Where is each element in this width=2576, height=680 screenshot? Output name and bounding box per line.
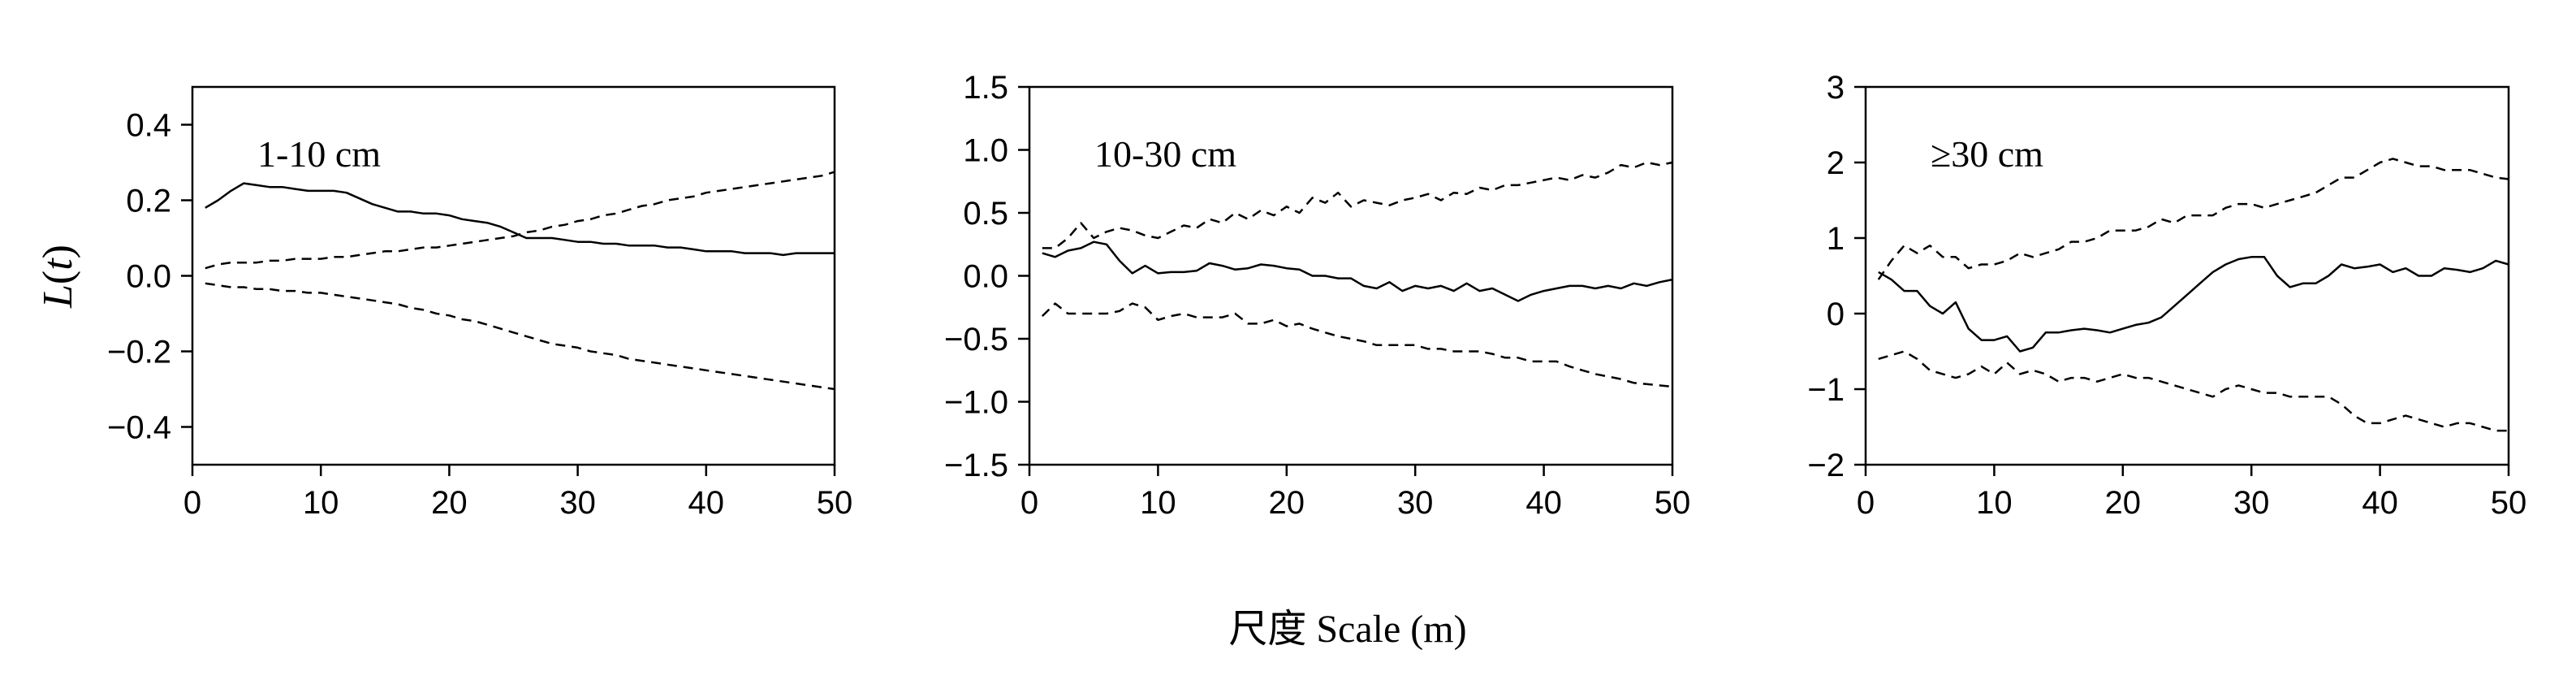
y-tick-label: −1.5 — [944, 448, 1008, 483]
y-tick-label: −0.2 — [107, 335, 171, 370]
y-tick-label: −1 — [1807, 372, 1845, 408]
x-tick-label: 0 — [1020, 485, 1038, 521]
x-tick-label: 10 — [303, 485, 339, 521]
x-axis-title: 尺度 Scale (m) — [1228, 608, 1466, 651]
x-tick-label: 50 — [817, 485, 853, 521]
x-tick-label: 10 — [1140, 485, 1176, 521]
x-tick-label: 10 — [1976, 485, 2013, 521]
chart-panel-1: 0 10 20 30 40 50 −0.4 −0.2 0.0 0.2 0.4 1-10 cm — [107, 85, 853, 521]
chart-panels: 0 10 20 30 40 50−0.4−0.20.00.20.41-10 cm0 10 20… — [107, 70, 2526, 521]
panel-label: ≥30 cm — [1931, 133, 2043, 175]
x-tick-label: 40 — [2362, 485, 2398, 521]
y-axis-title: L(t) — [35, 245, 81, 309]
panel-label: 1-10 cm — [257, 133, 381, 175]
x-tick-label: 50 — [1655, 485, 1691, 521]
y-tick-label: 3 — [1827, 70, 1845, 106]
y-tick-label: 1 — [1827, 221, 1845, 257]
x-tick-label: 40 — [688, 485, 725, 521]
y-tick-label: −0.5 — [944, 322, 1008, 357]
envelope-line-3 — [1878, 350, 2509, 432]
y-tick-label: 0 — [1827, 297, 1845, 332]
plot-frame — [1864, 85, 2510, 466]
y-tick-label: −1.0 — [944, 385, 1008, 421]
x-tick-label: 30 — [1397, 485, 1434, 521]
y-tick-label: 2 — [1827, 145, 1845, 181]
y-tick-label: 0.4 — [126, 108, 171, 144]
envelope-line-2 — [1877, 158, 2509, 280]
envelope-line-2 — [1042, 161, 1673, 249]
y-tick-label: 0.0 — [126, 259, 171, 295]
x-tick-label: 20 — [431, 485, 468, 521]
x-tick-label: 0 — [183, 485, 201, 521]
x-tick-label: 20 — [1269, 485, 1305, 521]
envelope-line-3 — [1041, 302, 1673, 388]
envelope-line-3 — [205, 282, 835, 391]
x-tick-label: 30 — [559, 485, 596, 521]
x-tick-label: 50 — [2491, 485, 2527, 521]
x-tick-label: 0 — [1857, 485, 1875, 521]
observed-line-1 — [205, 182, 835, 257]
x-tick-label: 40 — [1525, 485, 1562, 521]
chart-panel-3: 0 10 20 30 40 50 −2 −1 0 1 2 3 ≥30 cm — [1807, 70, 2526, 521]
y-tick-label: 0.5 — [963, 196, 1008, 232]
y-tick-label: 1.0 — [963, 133, 1008, 169]
observed-line-1 — [1878, 256, 2509, 353]
y-tick-label: 0.0 — [963, 259, 1008, 295]
envelope-line-2 — [205, 171, 835, 270]
panel-label: 10-30 cm — [1094, 133, 1236, 175]
observed-line-1 — [1042, 240, 1673, 302]
y-tick-label: −0.4 — [107, 410, 171, 446]
x-tick-label: 30 — [2233, 485, 2270, 521]
y-tick-label: 0.2 — [126, 184, 171, 219]
chart-panel-2: 0 10 20 30 40 50 −1.5 −1.0 −0.5 0.0 0.5 1.0 1.5 10-30… — [944, 70, 1690, 521]
y-tick-label: 1.5 — [963, 70, 1008, 106]
x-tick-label: 20 — [2105, 485, 2142, 521]
y-tick-label: −2 — [1807, 448, 1845, 483]
